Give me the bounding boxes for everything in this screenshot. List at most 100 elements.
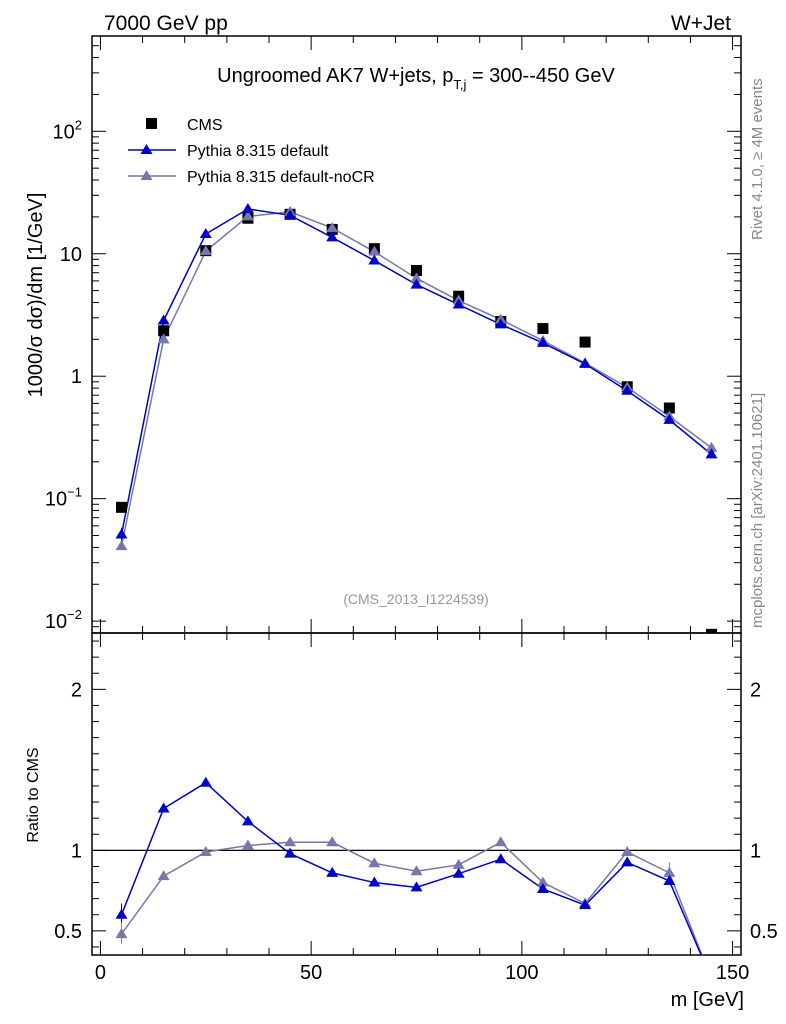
legend-marker-default [140, 144, 153, 154]
cms-data-point [579, 336, 591, 348]
legend-label-cms: CMS [187, 117, 223, 134]
y-tick-label-base: 10 [45, 489, 67, 511]
ratio-y-axis-title: Ratio to CMS [25, 747, 42, 842]
ratio-marker-default [452, 867, 465, 878]
marker-nocr [368, 245, 381, 256]
marker-nocr [705, 441, 718, 452]
ratio-marker-default [284, 847, 297, 858]
marker-default [705, 448, 718, 459]
series-line-nocr [120, 211, 712, 547]
series-line-default [120, 208, 712, 535]
cms-data-point [411, 264, 422, 276]
marker-default [663, 413, 676, 424]
ratio-marker-nocr [199, 845, 212, 856]
y-tick-label-main: 10 [60, 244, 82, 266]
ratio-marker-nocr [241, 839, 254, 850]
y-tick-label-exp: −1 [67, 485, 82, 500]
cms-data-point [537, 323, 549, 335]
y-tick-label-base: 10 [53, 121, 75, 143]
marker-default [494, 318, 507, 329]
legend-label-default: Pythia 8.315 default [187, 143, 329, 160]
process-label: W+Jet [671, 12, 731, 35]
y-tick-label-ratio: 0.5 [54, 921, 82, 943]
y-tick-label-ratio: 2 [71, 679, 82, 701]
ratio-marker-default [621, 856, 634, 867]
ratio-marker-default [199, 776, 212, 787]
y-tick-label-base: 10 [45, 611, 67, 633]
marker-nocr [326, 222, 339, 233]
ratio-marker-default [536, 882, 549, 893]
ratio-marker-default [663, 874, 676, 885]
main-y-axis-title: 1000/σ dσ)/dm [1/GeV] [25, 193, 47, 398]
legend-marker-cms [146, 118, 157, 129]
marker-default [241, 202, 254, 213]
cms-data-point [158, 325, 170, 337]
y-tick-label-main: 10−2 [45, 607, 82, 633]
ratio-marker-nocr [452, 858, 465, 869]
ratio-series-group [115, 776, 703, 955]
legend-marker-nocr [140, 170, 153, 180]
y-tick-label-exp: −2 [67, 607, 82, 622]
ratio-marker-nocr [663, 866, 676, 877]
ratio-marker-nocr [494, 836, 507, 847]
marker-default [579, 357, 592, 368]
main-title: Ungroomed AK7 W+jets, pT,j = 300--450 Ge… [217, 65, 615, 92]
mcplots-label: mcplots.cern.ch [arXiv:2401.10621] [749, 393, 766, 628]
marker-nocr [115, 540, 128, 551]
marker-default [536, 336, 549, 347]
ratio-line-default [120, 781, 702, 955]
marker-nocr [410, 272, 423, 283]
energy-label: 7000 GeV pp [104, 12, 228, 35]
ratio-marker-default [326, 866, 339, 877]
legend: CMS Pythia 8.315 default Pythia 8.315 de… [128, 117, 375, 186]
y-tick-label-ratio-right: 2 [750, 679, 761, 701]
marker-default [115, 528, 128, 539]
y-tick-label-ratio-right: 1 [750, 840, 761, 862]
marker-default [410, 278, 423, 289]
ratio-marker-default [241, 815, 254, 826]
ratio-marker-nocr [115, 928, 128, 939]
ratio-marker-nocr [157, 870, 170, 881]
y-tick-label-base: 1 [71, 366, 82, 388]
y-tick-label-main: 102 [53, 117, 82, 143]
y-tick-label-ratio: 1 [71, 840, 82, 862]
marker-nocr [157, 333, 170, 344]
marker-default [199, 227, 212, 238]
ratio-line-nocr [120, 841, 703, 955]
ratio-marker-nocr [284, 836, 297, 847]
ratio-marker-nocr [368, 857, 381, 868]
marker-default [621, 384, 634, 395]
marker-nocr [199, 245, 212, 256]
marker-default [284, 209, 297, 220]
marker-default [326, 231, 339, 242]
y-tick-label-ratio-right: 0.5 [750, 921, 778, 943]
cms-data-point [116, 501, 127, 513]
ratio-marker-default [368, 876, 381, 887]
ratio-marker-default [115, 908, 128, 919]
cms-data-point [706, 628, 717, 633]
ratio-marker-default [494, 853, 507, 864]
x-tick-label: 150 [716, 962, 749, 984]
marker-default [157, 314, 170, 325]
y-tick-label-base: 10 [60, 244, 82, 266]
ratio-marker-nocr [536, 876, 549, 887]
ratio-marker-nocr [621, 845, 634, 856]
legend-label-nocr: Pythia 8.315 default-noCR [187, 169, 375, 186]
marker-default [452, 298, 465, 309]
x-tick-label: 50 [300, 962, 322, 984]
ratio-plot-frame [91, 632, 742, 956]
y-tick-label-main: 1 [71, 366, 82, 388]
marker-nocr [241, 210, 254, 221]
marker-default [368, 254, 381, 265]
ratio-marker-default [410, 881, 423, 892]
x-tick-label: 0 [95, 962, 106, 984]
x-tick-label: 100 [505, 962, 538, 984]
ratio-marker-nocr [410, 865, 423, 876]
cms-data-point [663, 402, 675, 414]
ratio-marker-default [157, 802, 170, 813]
rivet-label: Rivet 4.1.0, ≥ 4M events [749, 78, 766, 240]
y-tick-label-exp: 2 [75, 117, 82, 132]
analysis-tag: (CMS_2013_I1224539) [343, 591, 489, 607]
